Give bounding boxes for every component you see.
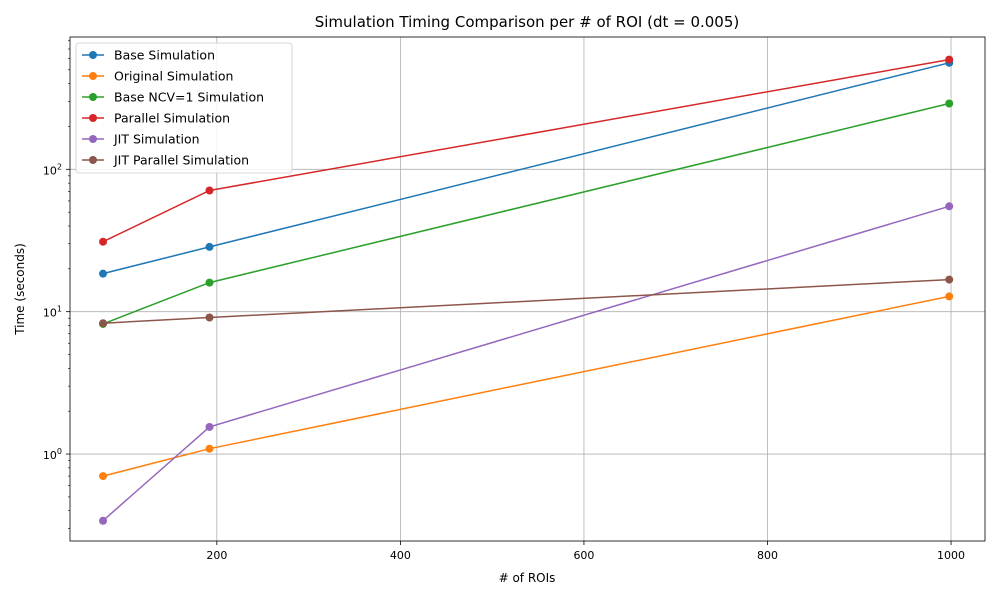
- x-axis: 200 400 600 800 1000: [206, 541, 965, 562]
- data-point: [99, 472, 108, 481]
- data-point: [99, 269, 108, 278]
- legend-marker: [89, 93, 97, 101]
- series-jit-parallel-simulation: [99, 275, 954, 328]
- data-point: [205, 444, 214, 453]
- series-line: [102, 205, 950, 522]
- legend-marker: [89, 156, 97, 164]
- x-tick-label: 400: [390, 549, 411, 562]
- x-tick-label: 600: [573, 549, 594, 562]
- y-tick-label-exponent: 1: [57, 305, 62, 314]
- data-point: [99, 319, 108, 328]
- series-line: [102, 278, 950, 324]
- x-axis-label: # of ROIs: [499, 571, 556, 585]
- y-axis-label: Time (seconds): [13, 243, 27, 336]
- y-tick-label: 102: [43, 162, 62, 177]
- data-point: [945, 292, 954, 301]
- legend-item: Original Simulation: [82, 69, 233, 84]
- y-tick-label-base: 10: [43, 164, 57, 177]
- legend-label: Parallel Simulation: [114, 111, 230, 126]
- legend-label: Base Simulation: [114, 48, 215, 63]
- y-tick-label: 100: [43, 447, 62, 462]
- y-tick-label-exponent: 2: [57, 162, 62, 171]
- data-point: [945, 55, 954, 64]
- legend-label: JIT Simulation: [113, 132, 200, 147]
- series-line: [102, 295, 950, 477]
- data-point: [945, 99, 954, 108]
- legend-marker: [89, 135, 97, 143]
- legend-item: Base Simulation: [82, 48, 215, 63]
- data-point: [205, 422, 214, 431]
- y-tick-label: 101: [43, 305, 62, 320]
- data-point: [945, 275, 954, 284]
- legend-marker: [89, 51, 97, 59]
- y-tick-label-base: 10: [43, 449, 57, 462]
- legend-marker: [89, 114, 97, 122]
- data-point: [99, 516, 108, 525]
- x-tick-label: 200: [206, 549, 227, 562]
- series-original-simulation: [99, 292, 954, 481]
- chart-title: Simulation Timing Comparison per # of RO…: [315, 13, 740, 31]
- plot-frame: [69, 36, 986, 542]
- legend-item: JIT Parallel Simulation: [82, 153, 249, 168]
- legend-label: Base NCV=1 Simulation: [114, 90, 264, 105]
- data-point: [205, 313, 214, 322]
- legend: Base Simulation Original Simulation Base N…: [75, 42, 293, 174]
- y-tick-label-exponent: 0: [57, 447, 62, 456]
- legend-item: Base NCV=1 Simulation: [82, 90, 264, 105]
- data-point: [945, 202, 954, 211]
- legend-marker: [89, 72, 97, 80]
- series-layer: [99, 55, 954, 525]
- legend-label: JIT Parallel Simulation: [113, 153, 249, 168]
- legend-box: [75, 42, 293, 174]
- x-tick-label: 800: [757, 549, 778, 562]
- data-point: [205, 242, 214, 251]
- x-tick-label: 1000: [937, 549, 965, 562]
- legend-label: Original Simulation: [114, 69, 233, 84]
- grid: [70, 37, 985, 541]
- series-parallel-simulation: [99, 55, 954, 246]
- data-point: [205, 278, 214, 287]
- legend-item: JIT Simulation: [82, 132, 200, 147]
- legend-item: Parallel Simulation: [82, 111, 230, 126]
- series-jit-simulation: [99, 202, 954, 525]
- data-point: [205, 186, 214, 195]
- y-tick-label-base: 10: [43, 307, 57, 320]
- data-point: [99, 237, 108, 246]
